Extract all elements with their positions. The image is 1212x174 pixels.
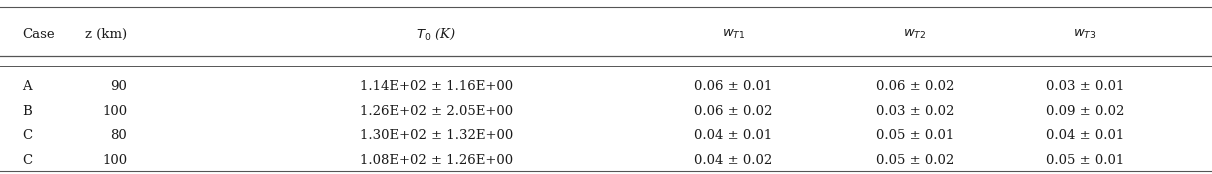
Text: $w_{T2}$: $w_{T2}$ <box>903 28 927 41</box>
Text: 100: 100 <box>102 105 127 118</box>
Text: 1.08E+02 ± 1.26E+00: 1.08E+02 ± 1.26E+00 <box>360 154 513 167</box>
Text: z (km): z (km) <box>85 28 127 41</box>
Text: 0.03 ± 0.01: 0.03 ± 0.01 <box>1046 81 1124 93</box>
Text: 0.04 ± 0.02: 0.04 ± 0.02 <box>694 154 772 167</box>
Text: 0.03 ± 0.02: 0.03 ± 0.02 <box>876 105 954 118</box>
Text: 0.06 ± 0.02: 0.06 ± 0.02 <box>876 81 954 93</box>
Text: 1.30E+02 ± 1.32E+00: 1.30E+02 ± 1.32E+00 <box>360 129 513 142</box>
Text: $T_0$ (K): $T_0$ (K) <box>416 27 457 42</box>
Text: 80: 80 <box>110 129 127 142</box>
Text: $w_{T1}$: $w_{T1}$ <box>721 28 745 41</box>
Text: 1.26E+02 ± 2.05E+00: 1.26E+02 ± 2.05E+00 <box>360 105 513 118</box>
Text: 0.05 ± 0.01: 0.05 ± 0.01 <box>876 129 954 142</box>
Text: Case: Case <box>22 28 55 41</box>
Text: 0.06 ± 0.02: 0.06 ± 0.02 <box>694 105 772 118</box>
Text: A: A <box>22 81 32 93</box>
Text: 0.06 ± 0.01: 0.06 ± 0.01 <box>694 81 772 93</box>
Text: 0.04 ± 0.01: 0.04 ± 0.01 <box>694 129 772 142</box>
Text: 1.14E+02 ± 1.16E+00: 1.14E+02 ± 1.16E+00 <box>360 81 513 93</box>
Text: 100: 100 <box>102 154 127 167</box>
Text: 90: 90 <box>110 81 127 93</box>
Text: 0.05 ± 0.02: 0.05 ± 0.02 <box>876 154 954 167</box>
Text: 0.05 ± 0.01: 0.05 ± 0.01 <box>1046 154 1124 167</box>
Text: B: B <box>22 105 32 118</box>
Text: C: C <box>22 154 32 167</box>
Text: 0.04 ± 0.01: 0.04 ± 0.01 <box>1046 129 1124 142</box>
Text: 0.09 ± 0.02: 0.09 ± 0.02 <box>1046 105 1124 118</box>
Text: $w_{T3}$: $w_{T3}$ <box>1073 28 1097 41</box>
Text: C: C <box>22 129 32 142</box>
